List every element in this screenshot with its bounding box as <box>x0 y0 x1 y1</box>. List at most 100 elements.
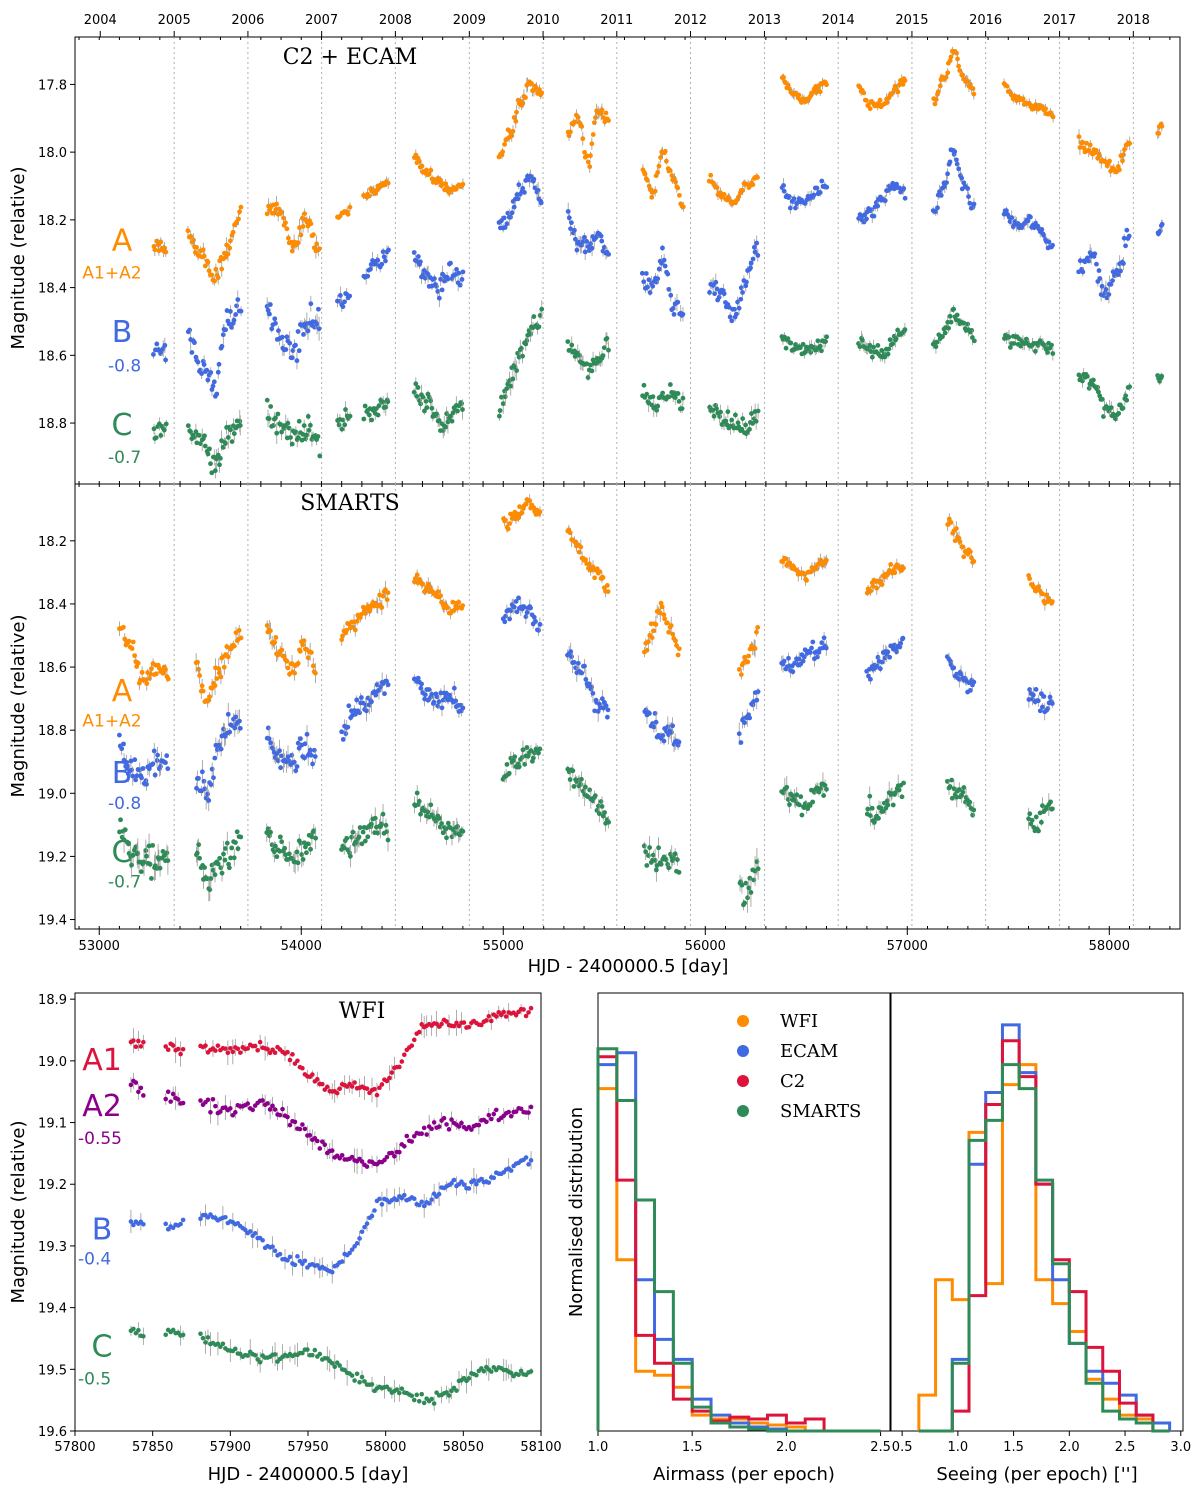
c2ecam-point-B <box>781 188 787 194</box>
c2ecam-point-C <box>1091 377 1096 383</box>
c2ecam-point-A <box>943 74 949 80</box>
smarts-point-C <box>222 857 228 863</box>
c2ecam-point-B <box>199 371 205 376</box>
smarts-point-A <box>738 672 744 678</box>
smarts-ytick-label: 18.6 <box>38 661 67 676</box>
c2ecam-point-A <box>580 136 586 142</box>
smarts-point-A <box>130 639 136 645</box>
smarts-point-C <box>437 815 443 821</box>
smarts-point-C <box>653 867 659 873</box>
c2ecam-point-A <box>219 266 225 272</box>
smarts-point-C <box>650 852 656 858</box>
c2ecam-point-C <box>264 397 270 403</box>
smarts-point-C <box>143 848 149 853</box>
wfi-point-A1 <box>225 1050 231 1056</box>
smarts-point-A <box>755 625 761 630</box>
c2ecam-point-B <box>589 245 595 251</box>
c2ecam-point-B <box>231 317 237 323</box>
c2ecam-point-B <box>293 342 298 348</box>
year-tick-label: 2013 <box>748 13 781 28</box>
smarts-point-C <box>530 755 536 761</box>
smarts-point-C <box>231 855 237 861</box>
c2ecam-point-C <box>604 336 610 341</box>
smarts-point-C <box>755 866 761 872</box>
c2ecam-point-C <box>675 391 681 396</box>
c2ecam-point-B <box>279 334 285 340</box>
smarts-point-B <box>575 660 581 666</box>
smarts-point-C <box>197 855 202 861</box>
c2ecam-point-C <box>947 313 953 319</box>
wfi-point-A1 <box>223 1046 228 1051</box>
smarts-point-C <box>571 784 577 789</box>
c2ecam-point-A <box>884 100 890 105</box>
smarts-point-C <box>971 807 977 813</box>
c2ecam-point-B <box>235 297 241 302</box>
c2ecam-point-B <box>568 226 573 232</box>
smarts-point-C <box>443 826 449 832</box>
smarts-chart: 18.2 18.4 18.6 18.8 19.0 19.2 19.4 A A1+A2 B -0.8 C… <box>38 484 1171 954</box>
wfi-point-A1 <box>175 1046 181 1052</box>
c2ecam-point-B <box>754 240 760 246</box>
c2ecam-point-A <box>1121 152 1126 158</box>
c2ecam-point-A <box>191 237 196 243</box>
smarts-point-B <box>1037 708 1043 714</box>
c2ecam-point-B <box>1124 227 1130 233</box>
smarts-point-A <box>644 647 650 653</box>
c2ecam-point-C <box>676 398 682 404</box>
smarts-point-A <box>445 605 451 611</box>
c2ecam-point-C <box>295 435 301 441</box>
c2ecam-point-C <box>271 423 276 428</box>
smarts-point-C <box>204 876 210 882</box>
c2ecam-point-A <box>528 80 534 86</box>
c2ecam-point-C <box>867 342 873 348</box>
smarts-point-C <box>884 798 890 804</box>
wfi-point-B <box>163 1221 169 1227</box>
c2ecam-point-C <box>196 432 202 438</box>
c2ecam-point-A <box>1122 147 1127 152</box>
wfi-point-B <box>223 1214 228 1220</box>
wfi-point-A1 <box>444 1019 449 1024</box>
wfi-point-A2 <box>436 1124 442 1129</box>
smarts-point-A <box>207 694 212 700</box>
wfi-point-A2 <box>456 1124 462 1129</box>
c2ecam-point-B <box>216 361 222 367</box>
smarts-point-A <box>218 674 224 680</box>
smarts-point-A <box>953 526 959 531</box>
c2ecam-point-C <box>895 327 901 333</box>
smarts-point-B <box>374 682 380 688</box>
c2ecam-point-B <box>971 201 977 207</box>
smarts-point-A <box>200 688 206 694</box>
smarts-point-A <box>197 673 203 678</box>
c2ecam-point-A <box>591 120 597 126</box>
c2ecam-point-A <box>300 223 306 229</box>
smarts-point-B <box>429 691 435 697</box>
smarts-point-C <box>1040 803 1045 809</box>
smarts-series-sublabel: A1+A2 <box>82 712 141 732</box>
c2ecam-point-B <box>1121 261 1126 266</box>
c2ecam-point-B <box>817 190 823 195</box>
smarts-point-B <box>302 755 307 761</box>
smarts-point-A <box>129 646 135 651</box>
c2ecam-point-B <box>647 290 653 295</box>
smarts-point-B <box>201 778 207 784</box>
smarts-point-A <box>516 515 521 521</box>
smarts-point-A <box>153 671 159 677</box>
c2ecam-point-A <box>285 235 291 241</box>
c2ecam-point-C <box>654 407 660 413</box>
c2ecam-point-B <box>680 311 686 317</box>
c2ecam-point-C <box>443 424 449 430</box>
smarts-point-C <box>445 820 451 826</box>
c2ecam-point-B <box>189 350 195 355</box>
wfi-point-A2 <box>208 1109 213 1115</box>
smarts-point-A <box>214 676 220 682</box>
c2ecam-point-C <box>885 351 891 357</box>
smarts-point-C <box>606 819 612 825</box>
wfi-point-B <box>141 1221 146 1227</box>
wfi-point-A1 <box>454 1020 459 1026</box>
c2ecam-point-C <box>380 399 386 405</box>
c2ecam-point-B <box>448 260 453 266</box>
smarts-point-A <box>952 538 958 544</box>
smarts-point-C <box>582 784 588 790</box>
c2ecam-point-A <box>664 158 669 164</box>
smarts-point-B <box>205 791 211 797</box>
